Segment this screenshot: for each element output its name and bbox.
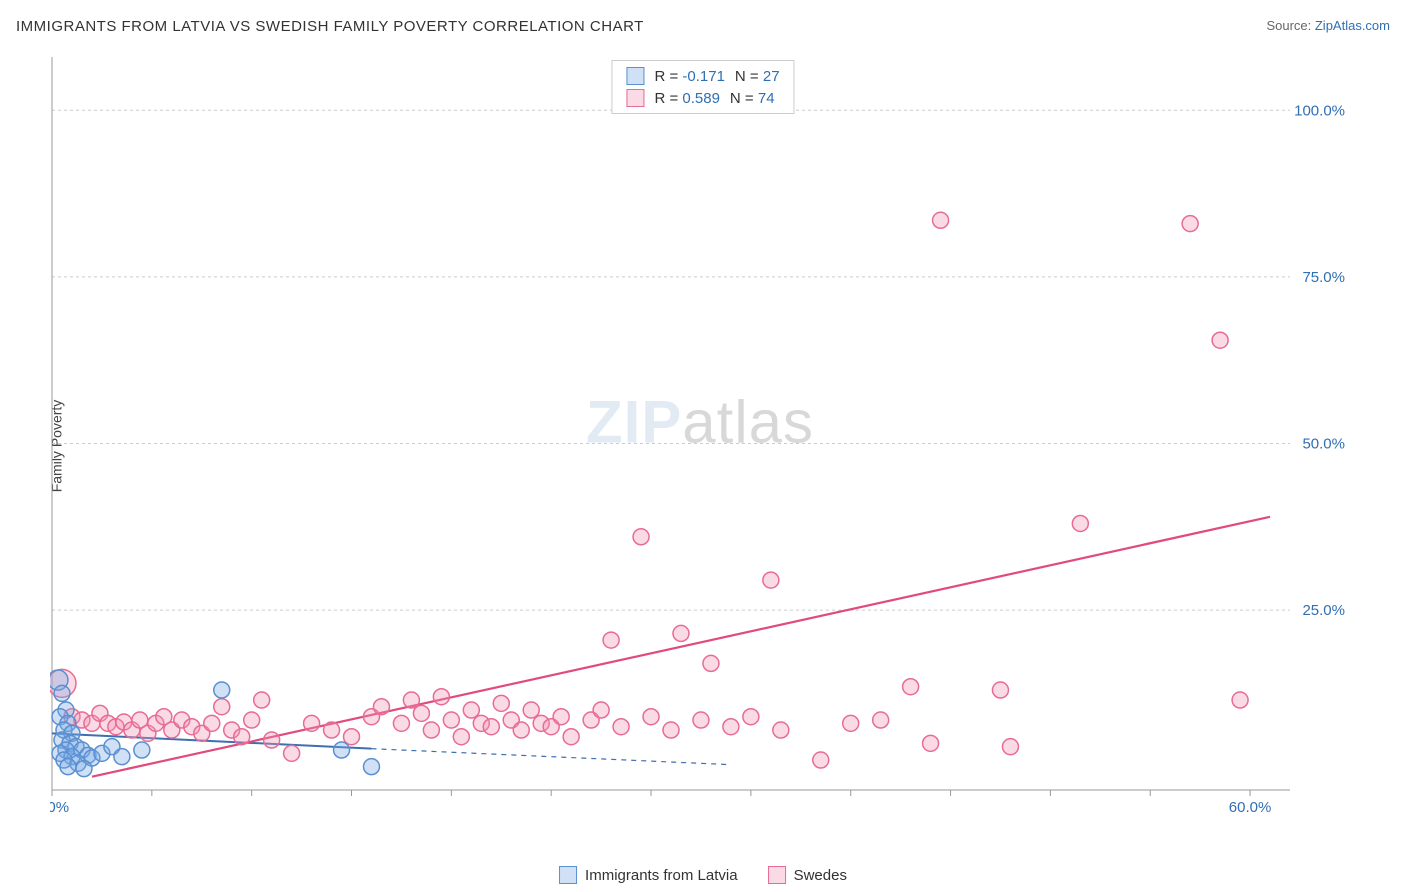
svg-text:75.0%: 75.0% [1302, 269, 1345, 286]
legend-row-swedes: R = 0.589 N = 74 [612, 87, 793, 109]
r-label: R = -0.171 [654, 68, 724, 85]
legend-item-latvia: Immigrants from Latvia [559, 866, 738, 884]
legend-item-swedes: Swedes [768, 866, 847, 884]
swatch-swedes [768, 866, 786, 884]
n-value-latvia: 27 [763, 68, 780, 85]
swatch-latvia [559, 866, 577, 884]
svg-text:50.0%: 50.0% [1302, 435, 1345, 452]
svg-text:0.0%: 0.0% [50, 799, 69, 816]
r-value-swedes: 0.589 [682, 90, 720, 107]
n-label: N = 27 [735, 68, 780, 85]
swatch-swedes [626, 89, 644, 107]
svg-text:25.0%: 25.0% [1302, 602, 1345, 619]
chart-title: IMMIGRANTS FROM LATVIA VS SWEDISH FAMILY… [16, 18, 644, 35]
n-label: N = 74 [730, 90, 775, 107]
svg-text:60.0%: 60.0% [1229, 799, 1272, 816]
series-legend: Immigrants from Latvia Swedes [559, 866, 847, 884]
source-attribution: Source: ZipAtlas.com [1266, 18, 1390, 33]
legend-row-latvia: R = -0.171 N = 27 [612, 65, 793, 87]
chart-container: IMMIGRANTS FROM LATVIA VS SWEDISH FAMILY… [0, 0, 1406, 892]
legend-label-latvia: Immigrants from Latvia [585, 867, 738, 884]
n-value-swedes: 74 [758, 90, 775, 107]
source-label: Source: [1266, 18, 1314, 33]
source-link[interactable]: ZipAtlas.com [1315, 18, 1390, 33]
legend-label-swedes: Swedes [794, 867, 847, 884]
r-value-latvia: -0.171 [682, 68, 725, 85]
svg-text:100.0%: 100.0% [1294, 102, 1345, 119]
plot-area: 0.0%60.0%25.0%50.0%75.0%100.0% ZIPatlas [50, 55, 1350, 820]
swatch-latvia [626, 67, 644, 85]
chart-svg: 0.0% 60.0% 25.0% 50.0% 75.0% 100.0% [50, 55, 1350, 820]
correlation-legend: R = -0.171 N = 27 R = 0.589 N = 74 [611, 60, 794, 114]
r-label: R = 0.589 [654, 90, 719, 107]
